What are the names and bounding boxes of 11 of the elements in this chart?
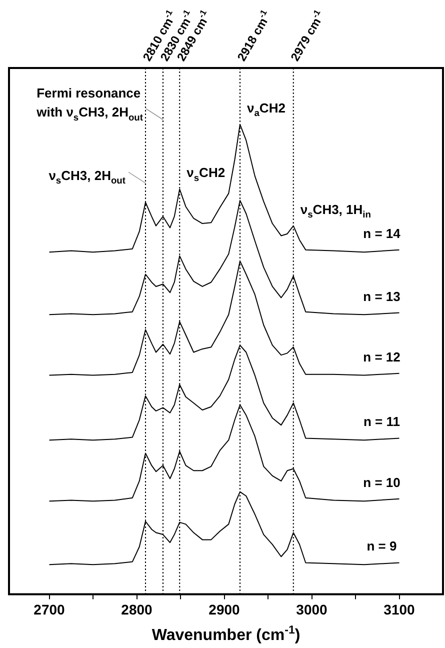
x-tick-label: 2900 [208,601,240,618]
series-label: n = 11 [364,414,400,430]
x-tick-label: 3100 [384,601,416,618]
x-tick-label: 2700 [34,601,66,618]
series-label: n = 9 [366,538,397,554]
series-label: n = 14 [363,226,402,241]
series-label: n = 12 [363,349,400,364]
x-tick-label: 2800 [121,601,153,618]
x-tick-label: 3000 [296,601,328,618]
series-label: n = 10 [363,474,400,490]
series-label: n = 13 [363,288,400,304]
